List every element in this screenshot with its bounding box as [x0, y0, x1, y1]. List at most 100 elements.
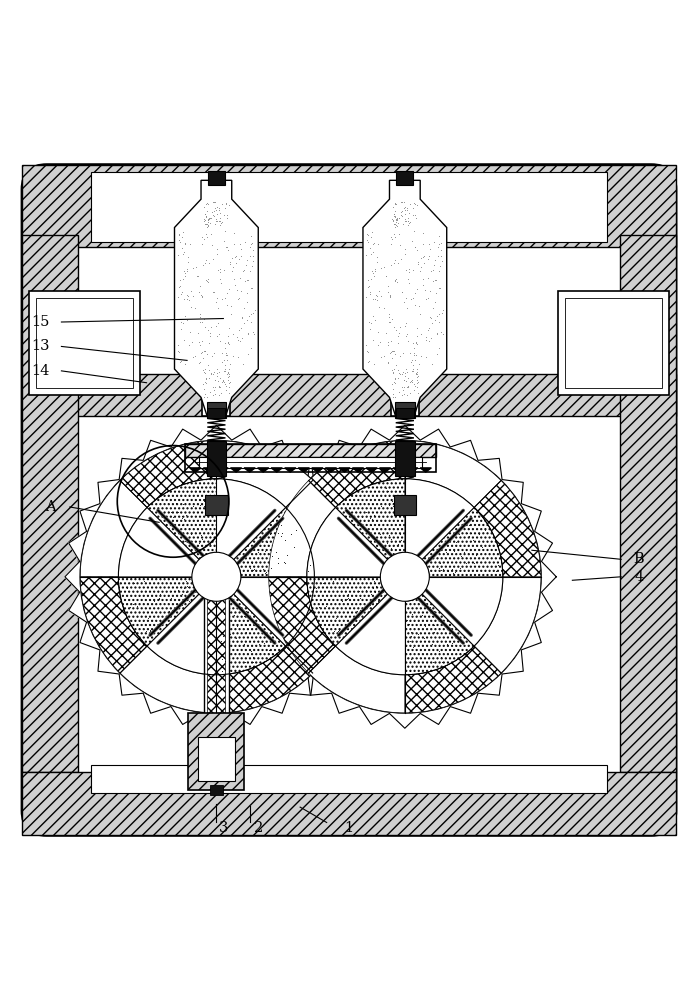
Polygon shape — [269, 577, 336, 673]
Bar — [91, 765, 607, 793]
Polygon shape — [216, 646, 313, 713]
Polygon shape — [217, 468, 228, 472]
Bar — [208, 171, 225, 185]
Text: 2: 2 — [253, 821, 263, 835]
Polygon shape — [269, 481, 336, 577]
Bar — [188, 713, 244, 790]
Bar — [207, 577, 225, 720]
Polygon shape — [405, 479, 474, 559]
Text: A: A — [45, 500, 56, 514]
Polygon shape — [380, 468, 391, 472]
Polygon shape — [65, 425, 368, 728]
Polygon shape — [298, 468, 309, 472]
Bar — [29, 291, 140, 395]
Text: 4: 4 — [634, 570, 644, 584]
Polygon shape — [285, 577, 352, 673]
Bar — [207, 374, 226, 413]
Polygon shape — [363, 180, 447, 416]
Bar — [395, 402, 415, 418]
Polygon shape — [234, 507, 314, 577]
Bar — [185, 444, 436, 472]
Polygon shape — [325, 468, 336, 472]
Bar — [207, 402, 226, 418]
Circle shape — [192, 552, 241, 601]
Polygon shape — [339, 468, 350, 472]
Polygon shape — [119, 577, 199, 646]
Bar — [395, 441, 415, 476]
Polygon shape — [393, 468, 404, 472]
Bar — [207, 408, 225, 418]
Polygon shape — [174, 180, 258, 416]
Circle shape — [80, 441, 352, 713]
Bar — [396, 171, 413, 185]
Polygon shape — [352, 468, 364, 472]
Bar — [91, 172, 607, 242]
Polygon shape — [147, 479, 216, 559]
Bar — [22, 235, 78, 772]
Text: 3: 3 — [218, 821, 228, 835]
Polygon shape — [234, 577, 314, 646]
Text: 15: 15 — [31, 315, 50, 329]
Bar — [198, 737, 235, 781]
Bar — [207, 441, 226, 476]
Text: B: B — [633, 552, 644, 566]
Polygon shape — [312, 468, 323, 472]
Polygon shape — [307, 577, 387, 646]
Bar — [396, 408, 414, 418]
Bar — [210, 785, 223, 795]
Circle shape — [269, 441, 541, 713]
Polygon shape — [422, 507, 503, 577]
Polygon shape — [405, 594, 474, 675]
Polygon shape — [474, 481, 541, 577]
Text: 1: 1 — [344, 821, 354, 835]
Bar — [199, 457, 422, 468]
Bar — [22, 165, 676, 247]
Polygon shape — [405, 646, 501, 713]
Polygon shape — [336, 594, 405, 675]
Bar — [565, 298, 662, 388]
Polygon shape — [216, 594, 285, 675]
Polygon shape — [271, 468, 282, 472]
Polygon shape — [119, 507, 199, 577]
Bar — [394, 495, 416, 515]
Polygon shape — [474, 577, 541, 673]
Polygon shape — [216, 441, 313, 507]
Polygon shape — [80, 577, 147, 673]
Bar — [204, 575, 229, 722]
Polygon shape — [309, 441, 405, 507]
Bar — [185, 444, 436, 457]
Bar — [391, 371, 419, 416]
Polygon shape — [147, 594, 216, 675]
Bar — [22, 772, 676, 835]
Bar — [22, 374, 676, 416]
Polygon shape — [407, 468, 418, 472]
Polygon shape — [366, 468, 377, 472]
FancyBboxPatch shape — [22, 165, 676, 835]
Polygon shape — [190, 468, 201, 472]
Bar — [36, 298, 133, 388]
Polygon shape — [258, 468, 269, 472]
Polygon shape — [309, 646, 405, 713]
Polygon shape — [120, 441, 216, 507]
Text: 14: 14 — [31, 364, 50, 378]
Polygon shape — [405, 441, 501, 507]
Bar — [202, 371, 230, 416]
Polygon shape — [420, 468, 431, 472]
Polygon shape — [285, 468, 296, 472]
Polygon shape — [307, 507, 387, 577]
Polygon shape — [422, 577, 503, 646]
Polygon shape — [216, 479, 285, 559]
Circle shape — [380, 552, 429, 601]
Bar — [205, 495, 228, 515]
Polygon shape — [244, 468, 255, 472]
Bar — [620, 235, 676, 772]
Polygon shape — [203, 468, 214, 472]
Polygon shape — [80, 481, 147, 577]
Polygon shape — [285, 481, 352, 577]
Bar — [558, 291, 669, 395]
Polygon shape — [336, 479, 405, 559]
Polygon shape — [253, 425, 556, 728]
Polygon shape — [120, 646, 216, 713]
Bar — [395, 374, 415, 413]
Text: 13: 13 — [31, 339, 50, 353]
